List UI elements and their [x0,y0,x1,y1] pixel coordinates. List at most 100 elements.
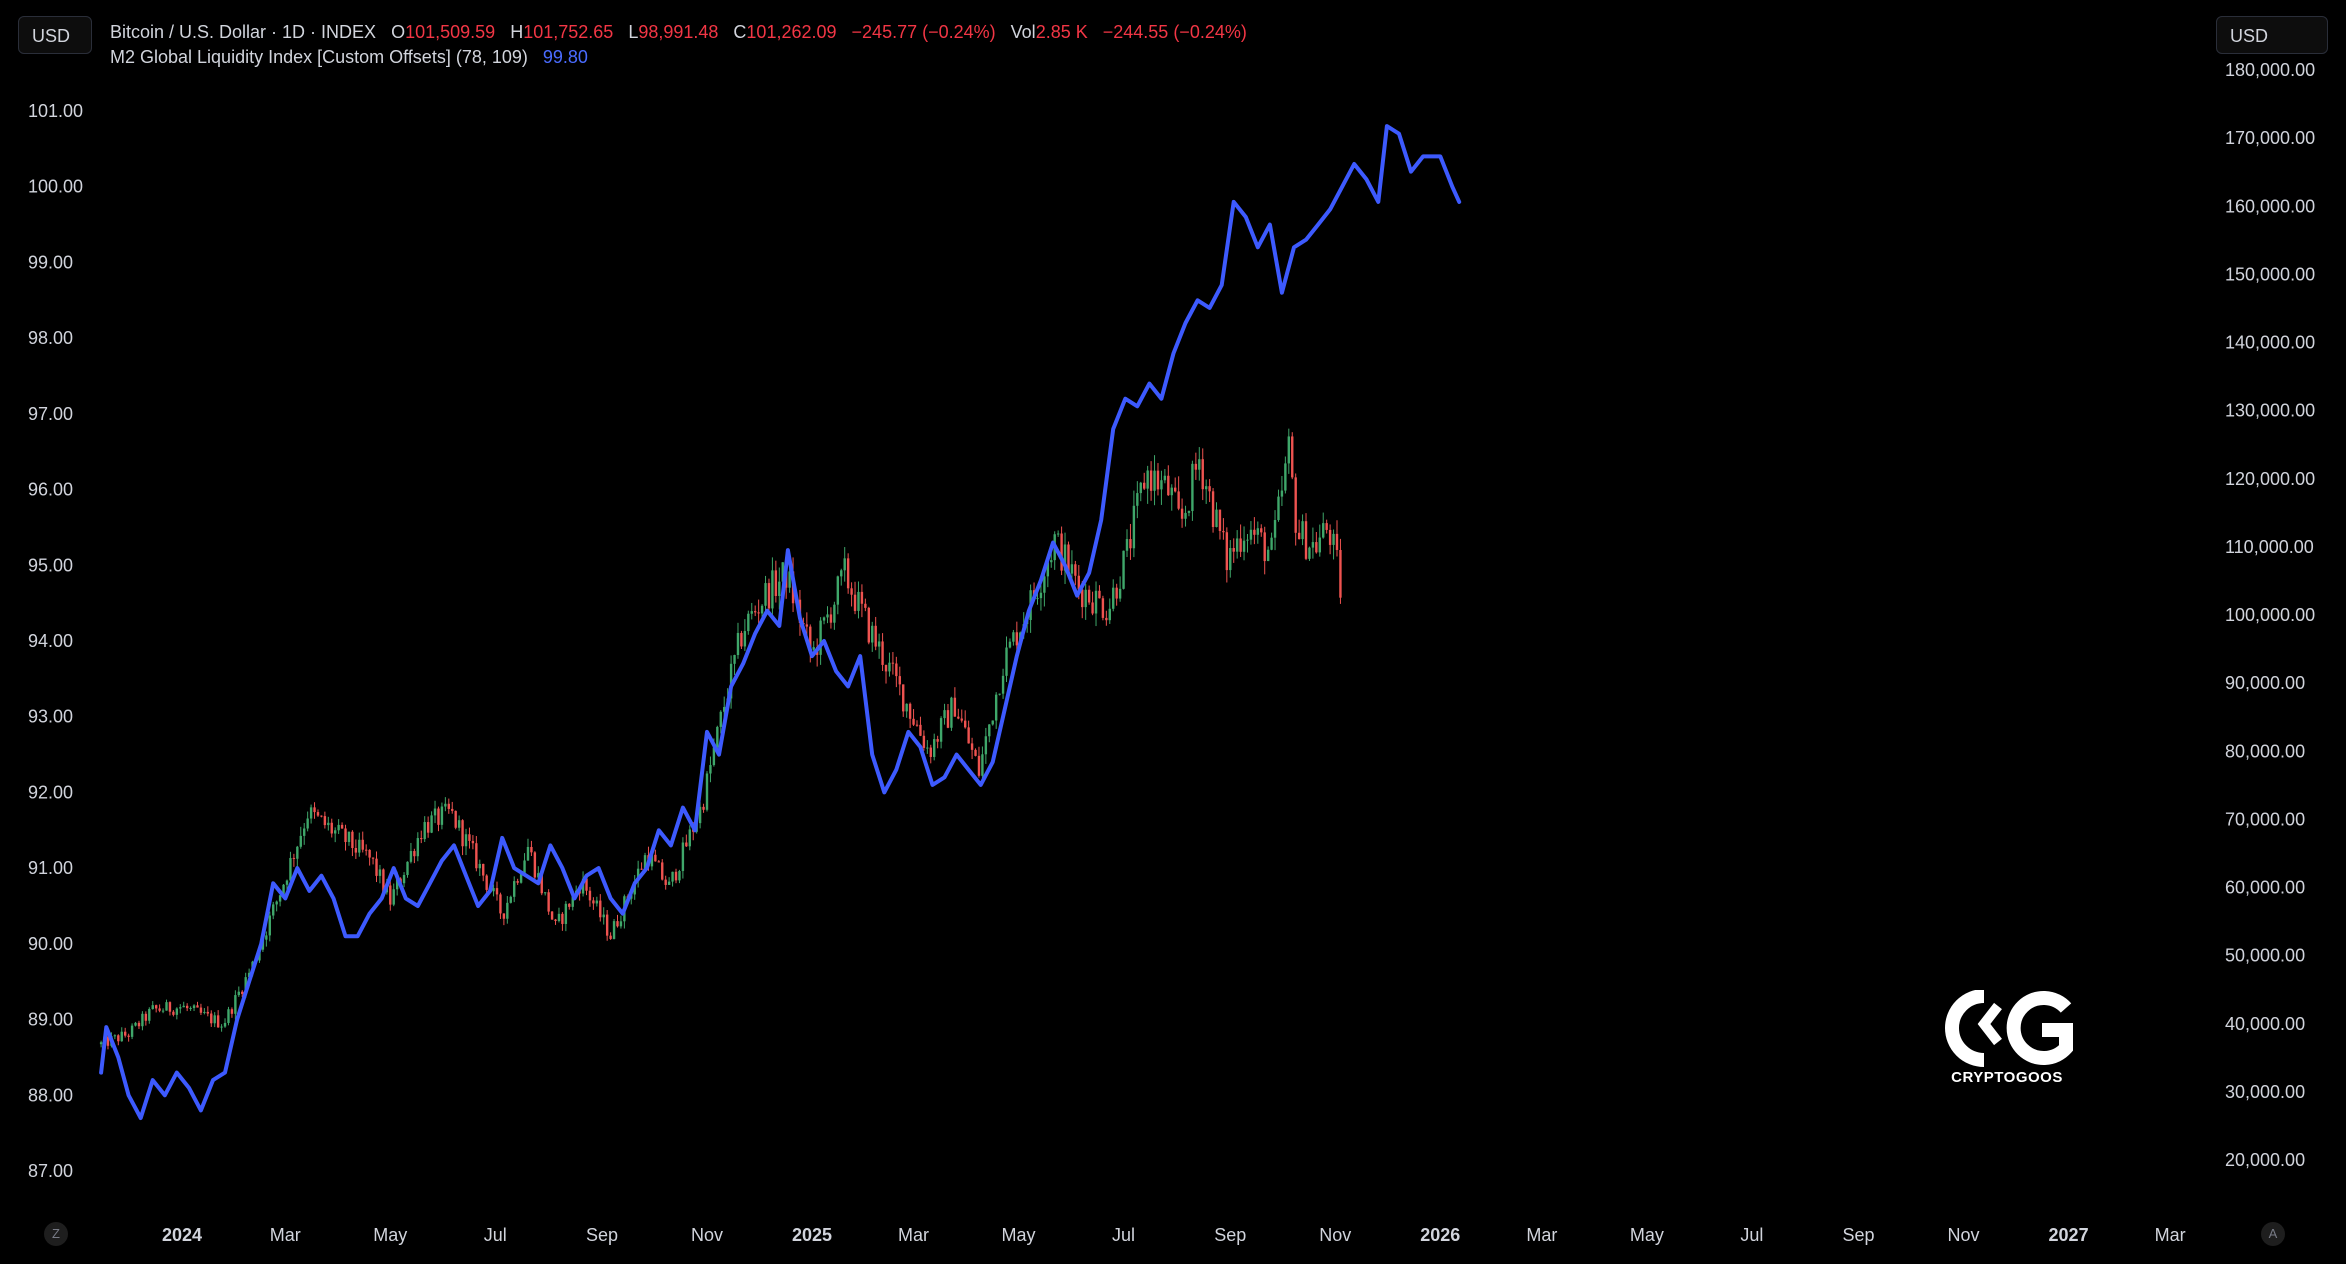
left-axis-tick: 97.00 [28,404,73,424]
btc-candle [523,853,526,875]
btc-candle [902,684,905,717]
btc-candle [168,1001,172,1016]
btc-candle [736,622,740,659]
btc-candle [495,881,499,901]
btc-candle [1122,550,1125,590]
btc-candle [196,1001,199,1008]
btc-candle [179,1004,182,1014]
btc-candle [550,910,554,920]
btc-candle [1218,509,1222,540]
btc-candle [836,575,840,615]
btc-candle [199,1003,203,1016]
btc-candle [609,932,612,940]
btc-candle [499,892,502,919]
btc-candle [296,845,299,867]
symbol-name: Bitcoin / U.S. Dollar · 1D · INDEX [110,22,377,42]
btc-candle [1194,452,1198,480]
btc-candle [141,1011,144,1031]
btc-candle [943,703,946,725]
btc-candle [674,868,678,884]
btc-candle [874,616,877,651]
btc-candle [864,598,867,612]
right-price-axis[interactable]: 180,000.00 170,000.00 160,000.00 150,000.00… [2225,60,2315,1170]
btc-candle [127,1033,130,1042]
time-axis-tick: Jul [484,1225,507,1245]
indicator-legend[interactable]: M2 Global Liquidity Index [Custom Offset… [110,47,588,68]
btc-candle [120,1027,123,1042]
btc-candle [1156,463,1160,496]
btc-candle [1246,534,1249,553]
btc-candle [771,557,774,620]
btc-candle [753,605,757,617]
btc-candle [265,931,268,947]
btc-candle [464,828,468,856]
btc-candle [991,720,994,726]
btc-candle [612,919,616,940]
left-axis-tick: 89.00 [28,1010,73,1030]
btc-candle [1105,610,1108,626]
btc-candle [492,884,495,897]
cryptogoos-logo-icon [1945,990,2073,1067]
open-label: O [391,22,406,42]
volume-label: Vol [1010,22,1036,42]
logo-wordmark: CRYPTOGOOS [1951,1069,2063,1086]
btc-candle [681,837,685,879]
btc-candle [1263,526,1266,575]
btc-candle [1149,461,1153,501]
time-axis[interactable]: 2024 Mar May Jul Sep Nov 2025 Mar May Jul Sep Nov 20… [162,1225,2186,1245]
btc-candle [368,849,371,866]
btc-candle [757,599,760,624]
btc-candle [898,666,901,696]
btc-candle [402,872,406,888]
btc-candle [1187,510,1191,517]
btc-candle [998,693,1001,696]
right-axis-tick: 50,000.00 [2225,946,2305,966]
btc-candle [1136,481,1139,519]
btc-candle [358,832,361,857]
btc-candle [733,654,736,676]
time-axis-tick: May [373,1225,407,1245]
currency-selector-right[interactable]: USD [2216,16,2328,54]
btc-candle [664,875,667,890]
symbol-legend[interactable]: Bitcoin / U.S. Dollar · 1D · INDEX O101,… [110,22,1247,43]
auto-scale-left-button[interactable]: Z [44,1222,68,1246]
auto-scale-right-button[interactable]: A [2261,1222,2285,1246]
btc-candle [354,839,358,859]
btc-candle [1222,518,1225,540]
btc-candle [437,806,440,832]
btc-candle [554,918,557,925]
btc-candle [1315,531,1318,554]
right-axis-tick: 110,000.00 [2225,537,2314,557]
btc-candle [1328,524,1332,555]
btc-candles [99,428,1342,1050]
btc-candle [595,896,599,907]
btc-candle [1101,595,1105,621]
btc-candle [1335,520,1339,557]
btc-candle [161,1008,165,1014]
btc-candle [1266,546,1270,562]
price-change: −245.77 (−0.24%) [851,22,996,42]
btc-candle [454,810,457,830]
btc-candle [957,708,960,720]
btc-candle [220,1024,223,1032]
btc-candle [457,815,461,831]
close-label: C [733,22,747,42]
btc-candle [805,612,809,637]
btc-candle [533,851,537,880]
time-axis-tick: May [1630,1225,1664,1245]
btc-candle [1270,532,1273,551]
btc-candle [853,581,857,615]
left-price-axis[interactable]: 101.00 100.00 99.00 98.00 97.00 96.00 95.00 94.… [28,101,83,1181]
btc-candle [185,1003,189,1012]
btc-candle [557,907,561,923]
btc-candle [340,822,344,829]
btc-candle [189,1006,192,1011]
btc-candle [568,903,571,910]
btc-candle [543,892,547,896]
btc-candle [375,851,378,883]
currency-selector-left[interactable]: USD [18,16,92,54]
right-axis-tick: 30,000.00 [2225,1082,2305,1102]
btc-candle [833,601,836,630]
btc-candle [347,831,351,846]
